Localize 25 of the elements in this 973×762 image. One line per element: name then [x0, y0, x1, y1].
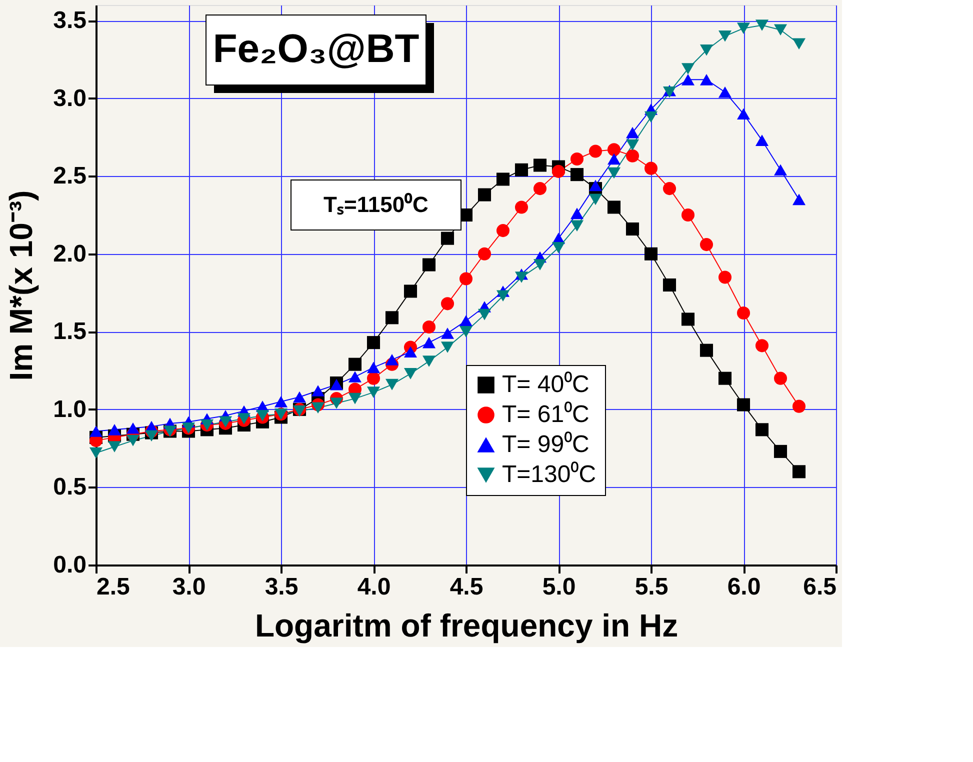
x-tick-label: 4.5 [450, 574, 484, 600]
y-tick-label: 3.5 [53, 7, 86, 34]
y-tick-label: 0.0 [53, 552, 86, 578]
x-tick-label: 3.0 [172, 574, 206, 600]
legend-label: T=130⁰C [502, 461, 596, 488]
y-tick-label: 2.0 [53, 240, 86, 268]
x-tick-label: 3.5 [264, 574, 298, 600]
x-tick-label: 5.0 [542, 574, 576, 600]
y-tick-label: 0.5 [53, 474, 86, 501]
x-tick-label: 4.0 [357, 574, 391, 600]
y-tick-label: 2.5 [53, 162, 86, 190]
y-tick-label: 1.5 [53, 318, 86, 346]
y-tick-label: 1.0 [53, 396, 86, 423]
legend-label: T= 61⁰C [502, 401, 590, 428]
y-tick-label: 3.0 [53, 84, 86, 112]
legend-label: T= 99⁰C [502, 431, 590, 458]
x-tick-label: 2.5 [96, 574, 130, 600]
x-tick-label: 5.5 [634, 574, 668, 600]
y-axis-title: Im M*(x 10⁻³) [3, 190, 40, 381]
annotation: Fe₂O₃@BT [212, 27, 420, 71]
x-tick-label: 6.0 [727, 574, 761, 600]
legend-label: T= 40⁰C [502, 371, 590, 398]
annotation: Tₛ=1150⁰C [324, 192, 429, 217]
x-axis-title: Logaritm of frequency in Hz [254, 608, 678, 644]
x-tick-label: 6.5 [803, 574, 836, 600]
